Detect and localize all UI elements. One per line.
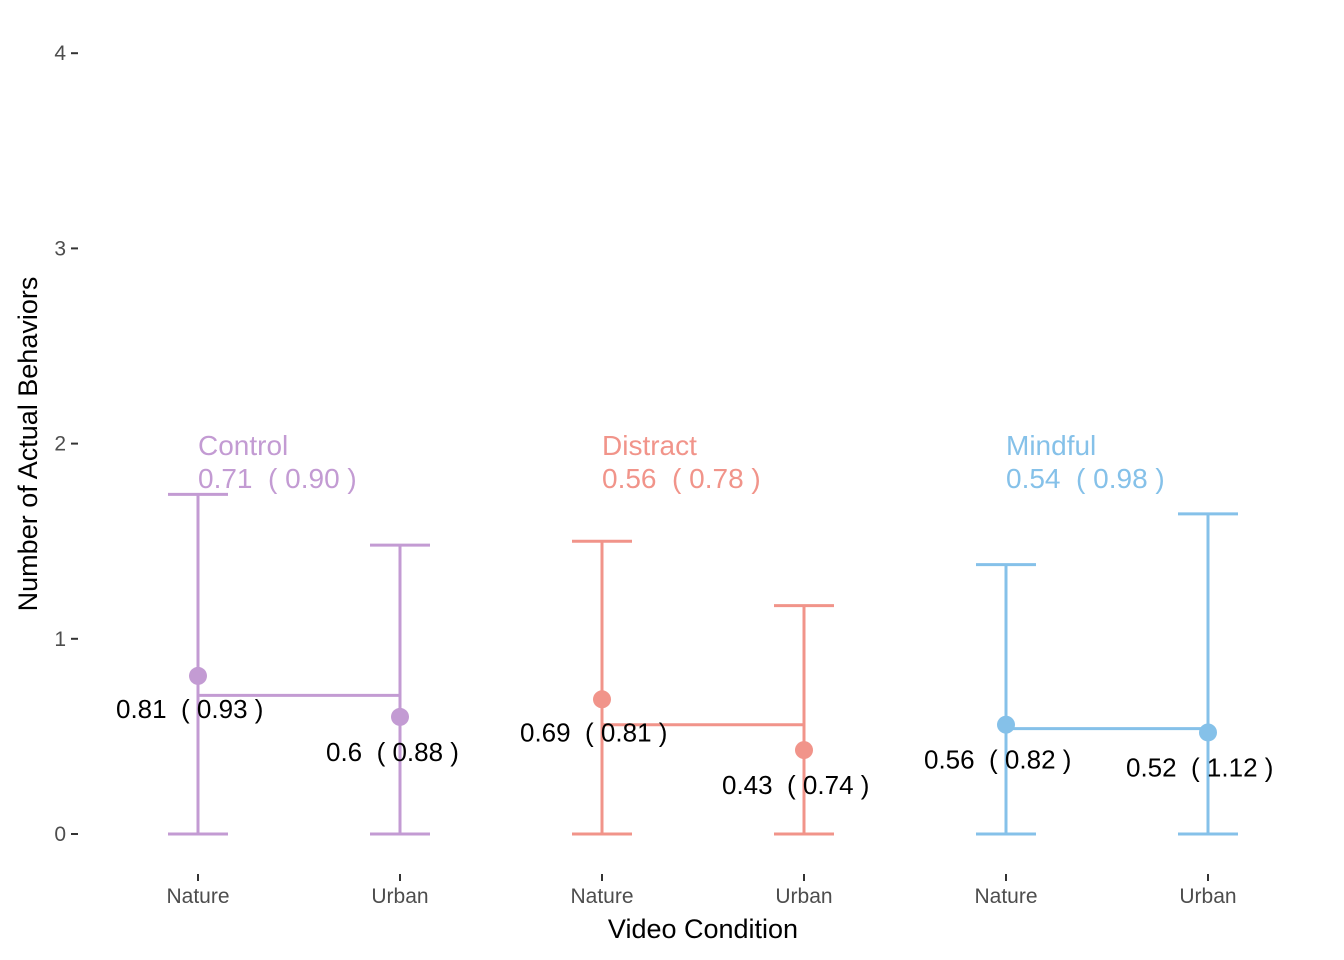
mean-point [795,741,813,760]
x-tick-label: Urban [371,885,428,908]
point-label: 0.81 ( 0.93 ) [116,694,263,724]
group-name-label: Mindful [1006,430,1096,461]
mean-point [593,690,611,709]
y-tick-label: 3 [54,237,66,260]
x-tick-label: Urban [775,885,832,908]
point-label: 0.6 ( 0.88 ) [326,737,459,767]
x-tick-label: Urban [1179,885,1236,908]
group-name-label: Control [198,430,288,461]
x-tick-label: Nature [570,885,633,908]
y-tick-label: 0 [54,823,66,846]
point-label: 0.56 ( 0.82 ) [924,745,1071,775]
mean-point [997,715,1015,734]
point-label: 0.69 ( 0.81 ) [520,717,667,747]
y-tick-label: 2 [54,433,66,456]
y-axis-title: Number of Actual Behaviors [13,277,43,612]
mean-point [391,707,409,726]
x-axis: Nature Urban Nature Urban Nature Urban [166,874,1237,908]
x-tick-label: Nature [166,885,229,908]
y-axis: 0 1 2 3 4 [54,42,78,846]
point-label: 0.43 ( 0.74 ) [722,770,869,800]
x-tick-label: Nature [974,885,1037,908]
y-tick-label: 4 [54,42,66,65]
group-summary-label: 0.54 ( 0.98 ) [1006,463,1165,494]
y-tick-label: 1 [54,628,66,651]
x-axis-title: Video Condition [608,914,798,944]
group-name-label: Distract [602,430,697,461]
mean-point [1199,723,1217,742]
point-label: 0.52 ( 1.12 ) [1126,752,1273,782]
mean-point [189,666,207,685]
group-summary-label: 0.56 ( 0.78 ) [602,463,761,494]
group-summary-label: 0.71 ( 0.90 ) [198,463,357,494]
